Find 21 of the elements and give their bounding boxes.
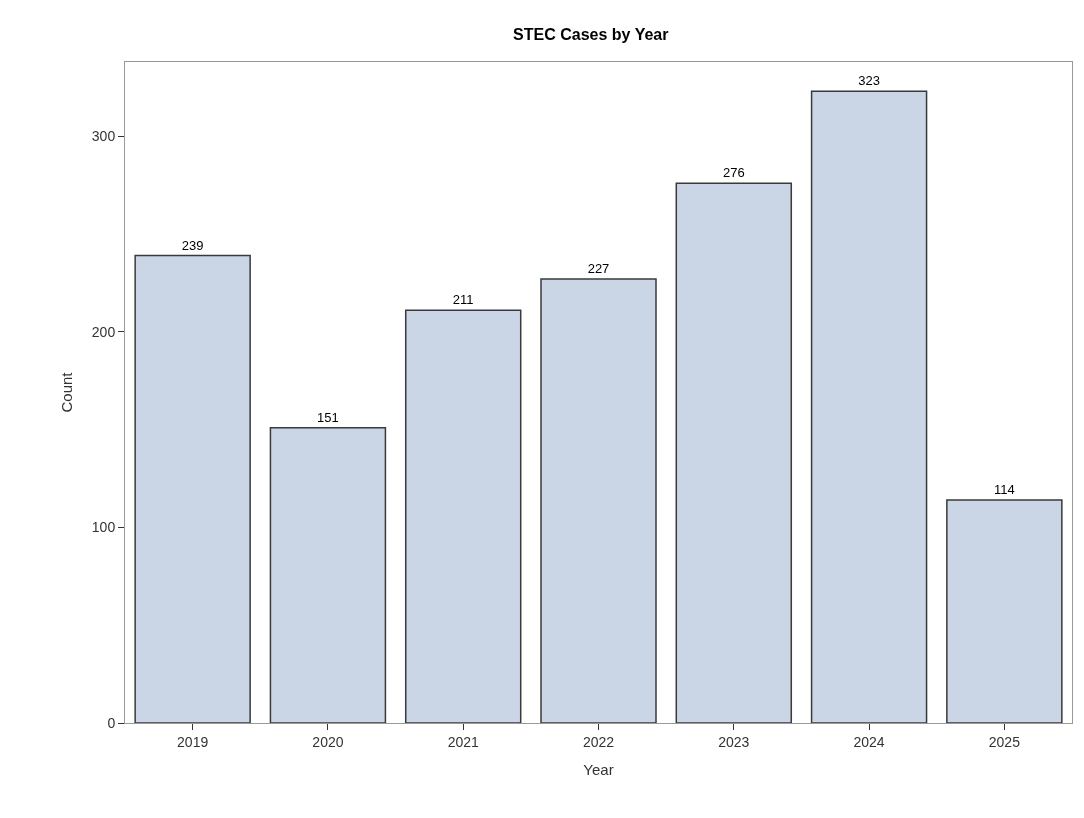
chart-title: STEC Cases by Year xyxy=(513,25,669,43)
y-tick-label: 200 xyxy=(91,323,116,340)
x-tick-label: 2020 xyxy=(312,733,344,750)
y-tick-label: 0 xyxy=(107,714,116,731)
y-tick-label: 100 xyxy=(91,519,116,536)
x-tick-label: 2019 xyxy=(177,733,209,750)
x-tick-label: 2023 xyxy=(718,733,750,750)
data-label: 323 xyxy=(858,73,880,89)
x-tick-label: 2024 xyxy=(853,733,885,750)
data-label: 211 xyxy=(452,292,474,308)
x-tick-label: 2022 xyxy=(582,733,615,750)
x-axis-title: Year xyxy=(583,760,614,778)
data-label: 276 xyxy=(722,165,745,181)
x-tick-label: 2021 xyxy=(447,733,479,750)
data-label: 151 xyxy=(317,409,339,425)
data-label: 239 xyxy=(181,237,204,253)
data-label: 114 xyxy=(993,482,1015,498)
y-tick-label: 300 xyxy=(91,128,116,145)
y-axis-title: Count xyxy=(58,371,76,413)
x-tick-label: 2025 xyxy=(988,733,1021,750)
data-label: 227 xyxy=(587,261,610,277)
